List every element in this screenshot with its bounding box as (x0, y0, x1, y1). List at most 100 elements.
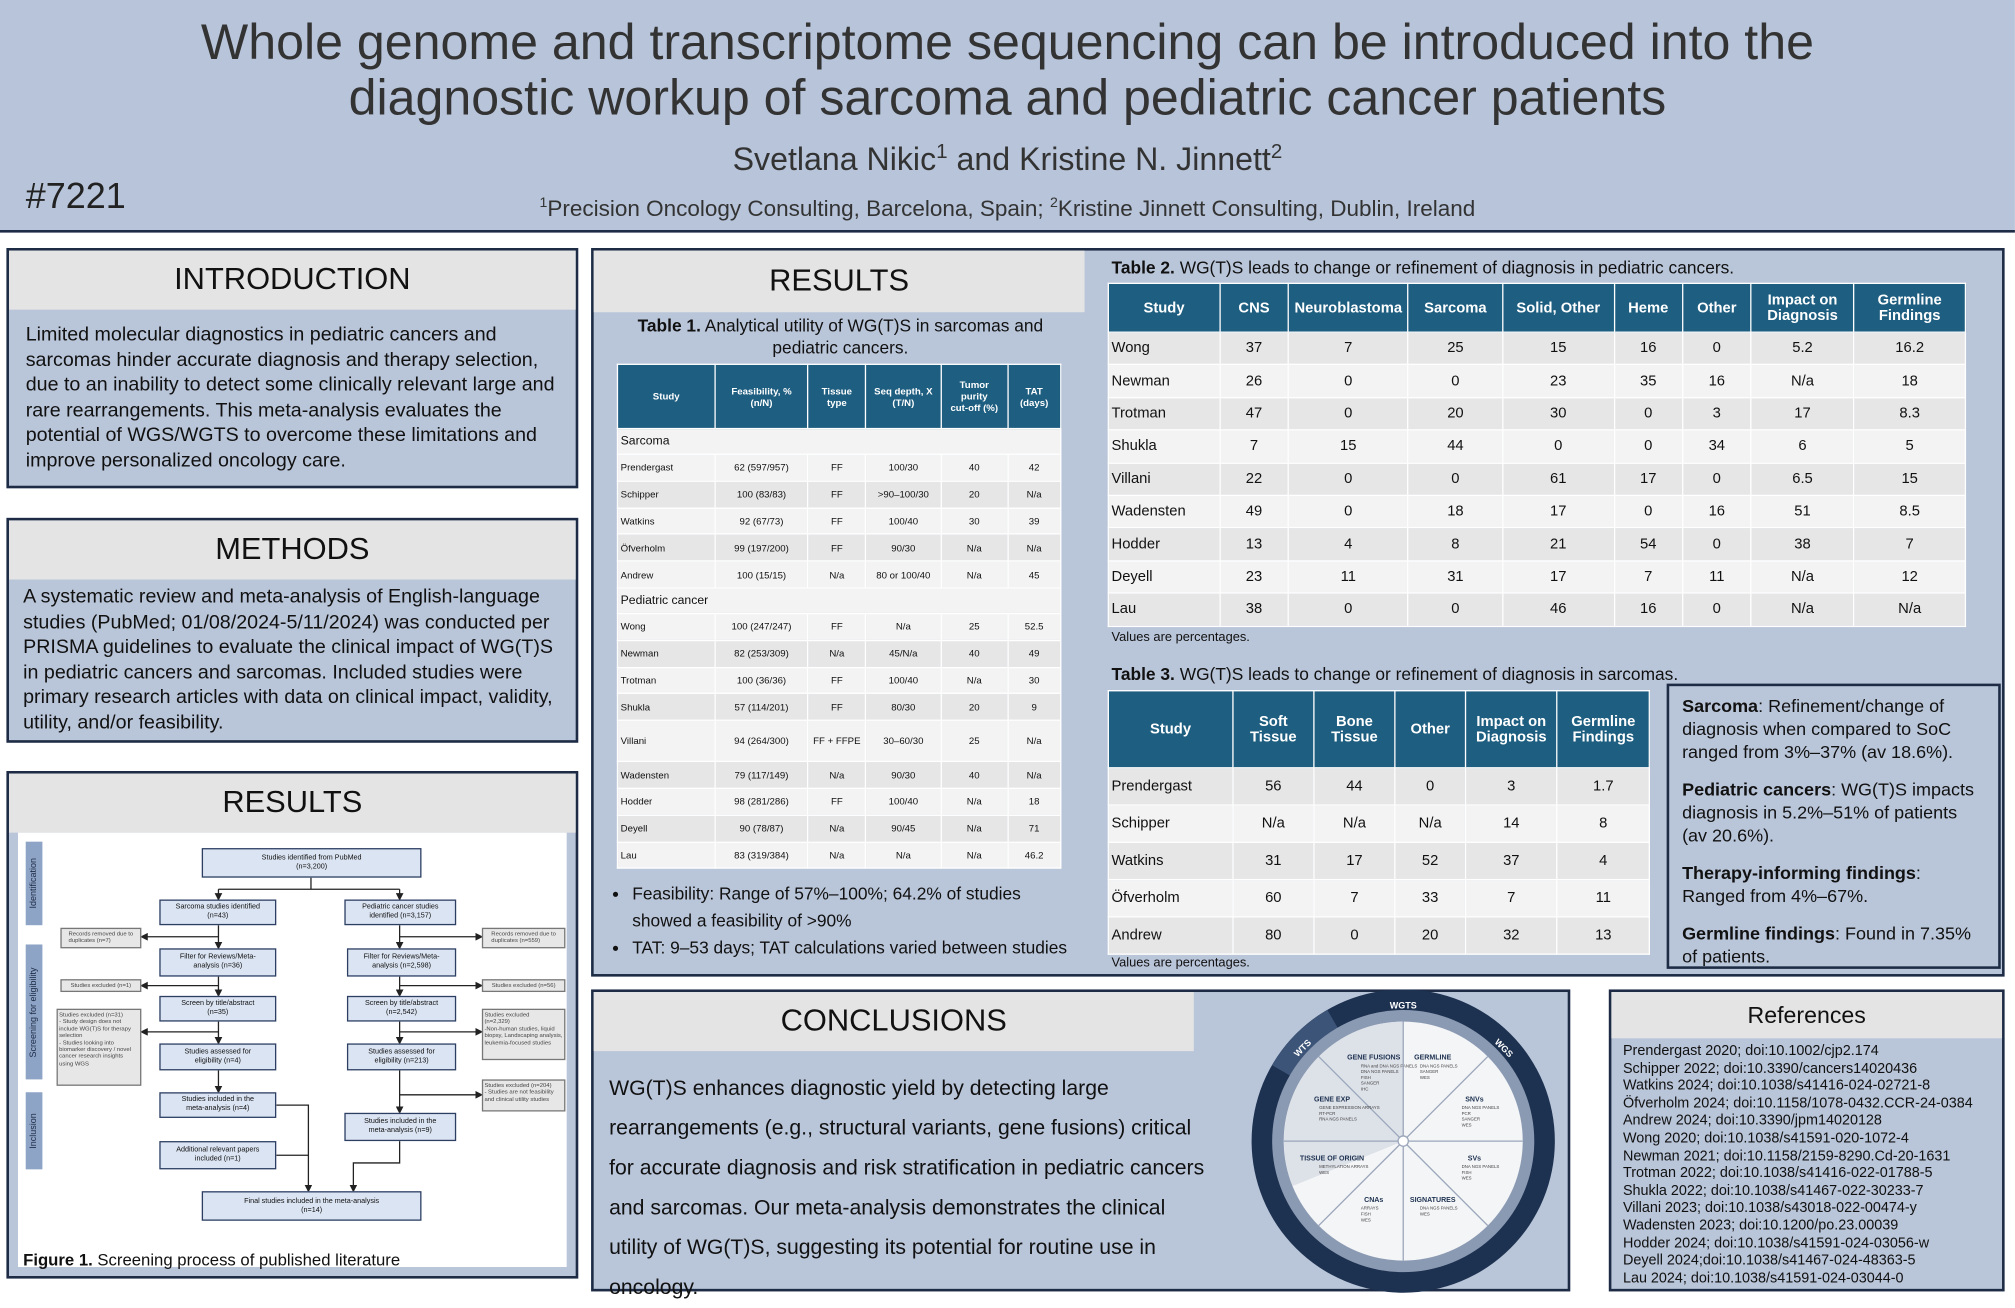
row-label: Deyell (616, 814, 716, 843)
table-cell: 15 (1287, 429, 1409, 464)
reference: Villani 2023; doi:10.1038/s43018-022-004… (1622, 1200, 1917, 1217)
summary-item: Germline findings: Found in 7.35% of pat… (1682, 921, 1985, 967)
table-cell: N/a (1006, 760, 1062, 789)
section-heading: RESULTS (8, 773, 576, 833)
table-cell: 8.5 (1853, 494, 1967, 529)
table-row: Schipper N/a N/a N/a 14 8 (1107, 804, 1650, 843)
summary-text: : Ranged from 4%–67%. (1682, 862, 1921, 906)
table-row: Lau 38 0 0 46 16 0 N/a N/a (1107, 592, 1967, 627)
table-cell: N/a (865, 841, 942, 870)
row-label: Lau (1107, 592, 1221, 627)
reference: Prendergast 2020; doi:10.1002/cjp2.174 (1622, 1043, 1879, 1059)
table-cell: 12 (1853, 559, 1967, 594)
table-cell: 61 (1501, 462, 1615, 496)
table-cell: 11 (1287, 559, 1409, 594)
affiliation-text: Kristine Jinnett Consulting, Dublin, Ire… (1057, 195, 1476, 222)
segment-divider (1402, 1056, 1489, 1142)
segment-label: GENE EXP (1314, 1096, 1350, 1103)
table-cell: N/a (1750, 364, 1855, 399)
segment-method: ARRAYS (1361, 1206, 1379, 1211)
table-cell: 7 (1287, 331, 1409, 366)
reference: Andrew 2024; doi:10.3390/jpm14020128 (1622, 1113, 1882, 1129)
table-cell: 49 (1219, 494, 1289, 529)
table-cell: 8 (1556, 804, 1650, 843)
row-label: Trotman (1107, 396, 1221, 431)
reference: Watkins 2024; doi:10.1038/s41416-024-027… (1622, 1078, 1931, 1094)
table-row: Watkins 31 17 52 37 4 (1107, 841, 1650, 881)
section-heading: INTRODUCTION (8, 250, 576, 310)
table-cell: 82 (253/309) (714, 639, 809, 668)
author-mark: 1 (936, 141, 948, 164)
column-header: Bone Tissue (1313, 690, 1396, 769)
table-row: Wong 37 7 25 15 16 0 5.2 16.2 (1107, 331, 1967, 366)
table-cell: N/a (1313, 804, 1396, 843)
summary-text: : Refinement/change of diagnosis when co… (1682, 695, 1954, 763)
table-cell: 30 (1006, 666, 1062, 695)
table-cell: 17 (1750, 396, 1855, 431)
figure-area (17, 832, 567, 1268)
table-row: Shukla 57 (114/201) FF 80/30 20 9 (616, 693, 1062, 722)
segment-method: METHYLATION ARRAYS (1319, 1164, 1368, 1169)
row-label: Hodder (616, 787, 716, 816)
row-label: Hodder (1107, 527, 1221, 562)
table-cell: 57 (114/201) (714, 693, 809, 722)
table-cell: FF + FFPE (807, 719, 867, 763)
table-row: Öfverholm 60 7 33 7 11 (1107, 878, 1650, 918)
table-cell: 8.3 (1853, 396, 1967, 431)
column-header: Seq depth, X (T/N) (865, 363, 942, 430)
table-cell: 21 (1501, 527, 1615, 562)
segment-method: WES (1420, 1212, 1430, 1217)
table-row: Watkins 92 (67/73) FF 100/40 30 39 (616, 507, 1062, 536)
reference: Deyell 2024;doi:10.1038/s41467-024-48363… (1622, 1253, 1916, 1269)
column-header: Germline Findings (1853, 282, 1967, 333)
header-row: Study Soft Tissue Bone Tissue Other Impact o… (1107, 690, 1650, 769)
table-row: Prendergast 62 (597/957) FF 100/30 40 42 (616, 453, 1062, 482)
table-row: Newman 26 0 0 23 35 16 N/a 18 (1107, 364, 1967, 399)
column-header: Germline Findings (1556, 690, 1650, 769)
row-label: Wong (1107, 331, 1221, 366)
table-cell: 0 (1407, 462, 1504, 496)
row-label: Newman (1107, 364, 1221, 399)
summary-label: Sarcoma (1682, 695, 1759, 716)
table-cell: 62 (597/957) (714, 453, 809, 482)
table-cell: N/a (807, 639, 867, 668)
table-cell: 100 (36/36) (714, 666, 809, 695)
segment-method: DNA NGS PANELS (1420, 1206, 1458, 1211)
reference: Shukla 2022; doi:10.1038/s41467-022-3023… (1622, 1183, 1924, 1199)
segment-method: RT-PCR (1319, 1111, 1335, 1116)
row-label: Deyell (1107, 559, 1221, 594)
table-row: Trotman 47 0 20 30 0 3 17 8.3 (1107, 396, 1967, 431)
segment-method: WES (1361, 1217, 1371, 1222)
table-cell: 23 (1219, 559, 1289, 594)
table-row: Andrew 80 0 20 32 13 (1107, 916, 1650, 955)
table-cell: 90 (78/87) (714, 814, 809, 843)
table-cell: 80 (1232, 916, 1315, 955)
author-joiner: and (956, 141, 1011, 178)
table-cell: 52.5 (1006, 612, 1062, 641)
table-row: Deyell 23 11 31 17 7 11 N/a 12 (1107, 559, 1967, 594)
references-panel: References Prendergast 2020; doi:10.1002… (1608, 989, 2005, 1292)
row-label: Andrew (1107, 916, 1234, 955)
table-cell: N/a (1006, 480, 1062, 509)
table-row: Newman 82 (253/309) N/a 45/N/a 40 49 (616, 639, 1062, 668)
affiliation-text: Precision Oncology Consulting, Barcelona… (547, 195, 1044, 222)
column-header: Soft Tissue (1232, 690, 1315, 769)
table-cell: 37 (1464, 841, 1558, 881)
table-cell: 5 (1853, 429, 1967, 464)
table-cell: 100/40 (865, 666, 942, 695)
table-cell: 100 (15/15) (714, 560, 809, 589)
caption-text: WG(T)S leads to change or refinement of … (1179, 258, 1735, 278)
table-cell: 0 (1681, 592, 1752, 627)
table-cell: 0 (1613, 429, 1684, 464)
reference: Hodder 2024; doi:10.1038/s41591-024-0305… (1622, 1235, 1930, 1251)
table-cell: 16 (1681, 364, 1752, 399)
segment-method: PCR (1462, 1111, 1471, 1116)
table-cell: 17 (1613, 462, 1684, 496)
table-cell: FF (807, 612, 867, 641)
row-label: Watkins (1107, 841, 1234, 881)
reference: Lau 2024; doi:10.1038/s41591-024-03044-0 (1622, 1270, 1904, 1286)
summary-text: : WG(T)S impacts diagnosis in 5.2%–51% o… (1682, 778, 1975, 846)
table-cell: 23 (1501, 364, 1615, 399)
table-cell: 4 (1287, 527, 1409, 562)
